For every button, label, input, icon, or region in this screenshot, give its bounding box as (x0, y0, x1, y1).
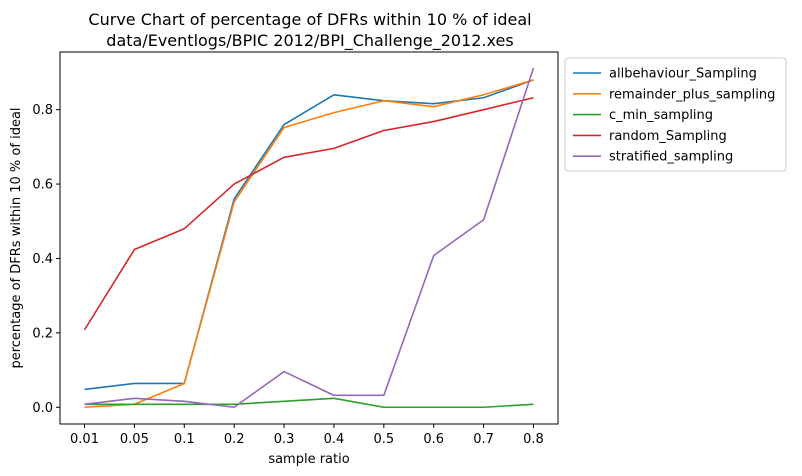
x-tick-label: 0.4 (324, 432, 345, 447)
y-tick-label: 0.2 (32, 326, 53, 341)
y-tick-label: 0.6 (32, 178, 53, 193)
legend-frame (564, 57, 787, 172)
x-tick-label: 0.3 (274, 432, 295, 447)
series-line-2 (84, 397, 534, 409)
legend-label-4: stratified_sampling (609, 150, 733, 165)
x-axis-label: sample ratio (268, 452, 349, 467)
series-line-1 (84, 79, 534, 409)
legend-label-0: allbehaviour_Sampling (609, 67, 757, 82)
y-tick-label: 0.4 (32, 252, 53, 267)
x-tick-label: 0.1 (174, 432, 195, 447)
y-axis-label: percentage of DFRs within 10 % of ideal (9, 107, 24, 368)
series-line-0 (84, 79, 534, 391)
legend-label-3: random_Sampling (609, 129, 727, 144)
y-tick-label: 0.8 (32, 103, 53, 118)
x-tick-label: 0.7 (473, 432, 494, 447)
chart-title: Curve Chart of percentage of DFRs within… (88, 10, 531, 29)
legend-label-2: c_min_sampling (609, 108, 713, 123)
chart-subtitle: data/Eventlogs/BPIC 2012/BPI_Challenge_2… (106, 31, 513, 51)
x-tick-label: 0.5 (373, 432, 394, 447)
x-axis: 0.01 0.05 0.1 0.2 0.3 0.4 0.5 0.6 0.7 0.8 (70, 424, 544, 447)
x-tick-label: 0.6 (423, 432, 444, 447)
y-tick-label: 0.0 (32, 401, 53, 416)
series-line-3 (83, 96, 534, 331)
x-tick-label: 0.2 (224, 432, 245, 447)
x-tick-label: 0.05 (120, 432, 149, 447)
legend: allbehaviour_Sampling remainder_plus_samp… (564, 57, 787, 172)
y-axis: 0.0 0.2 0.4 0.6 0.8 (32, 103, 60, 416)
plot-frame (59, 51, 559, 425)
plot-lines (83, 67, 535, 409)
x-tick-label: 0.01 (70, 432, 99, 447)
legend-label-1: remainder_plus_sampling (609, 87, 775, 102)
series-line-4 (84, 67, 535, 409)
x-tick-label: 0.8 (523, 432, 544, 447)
